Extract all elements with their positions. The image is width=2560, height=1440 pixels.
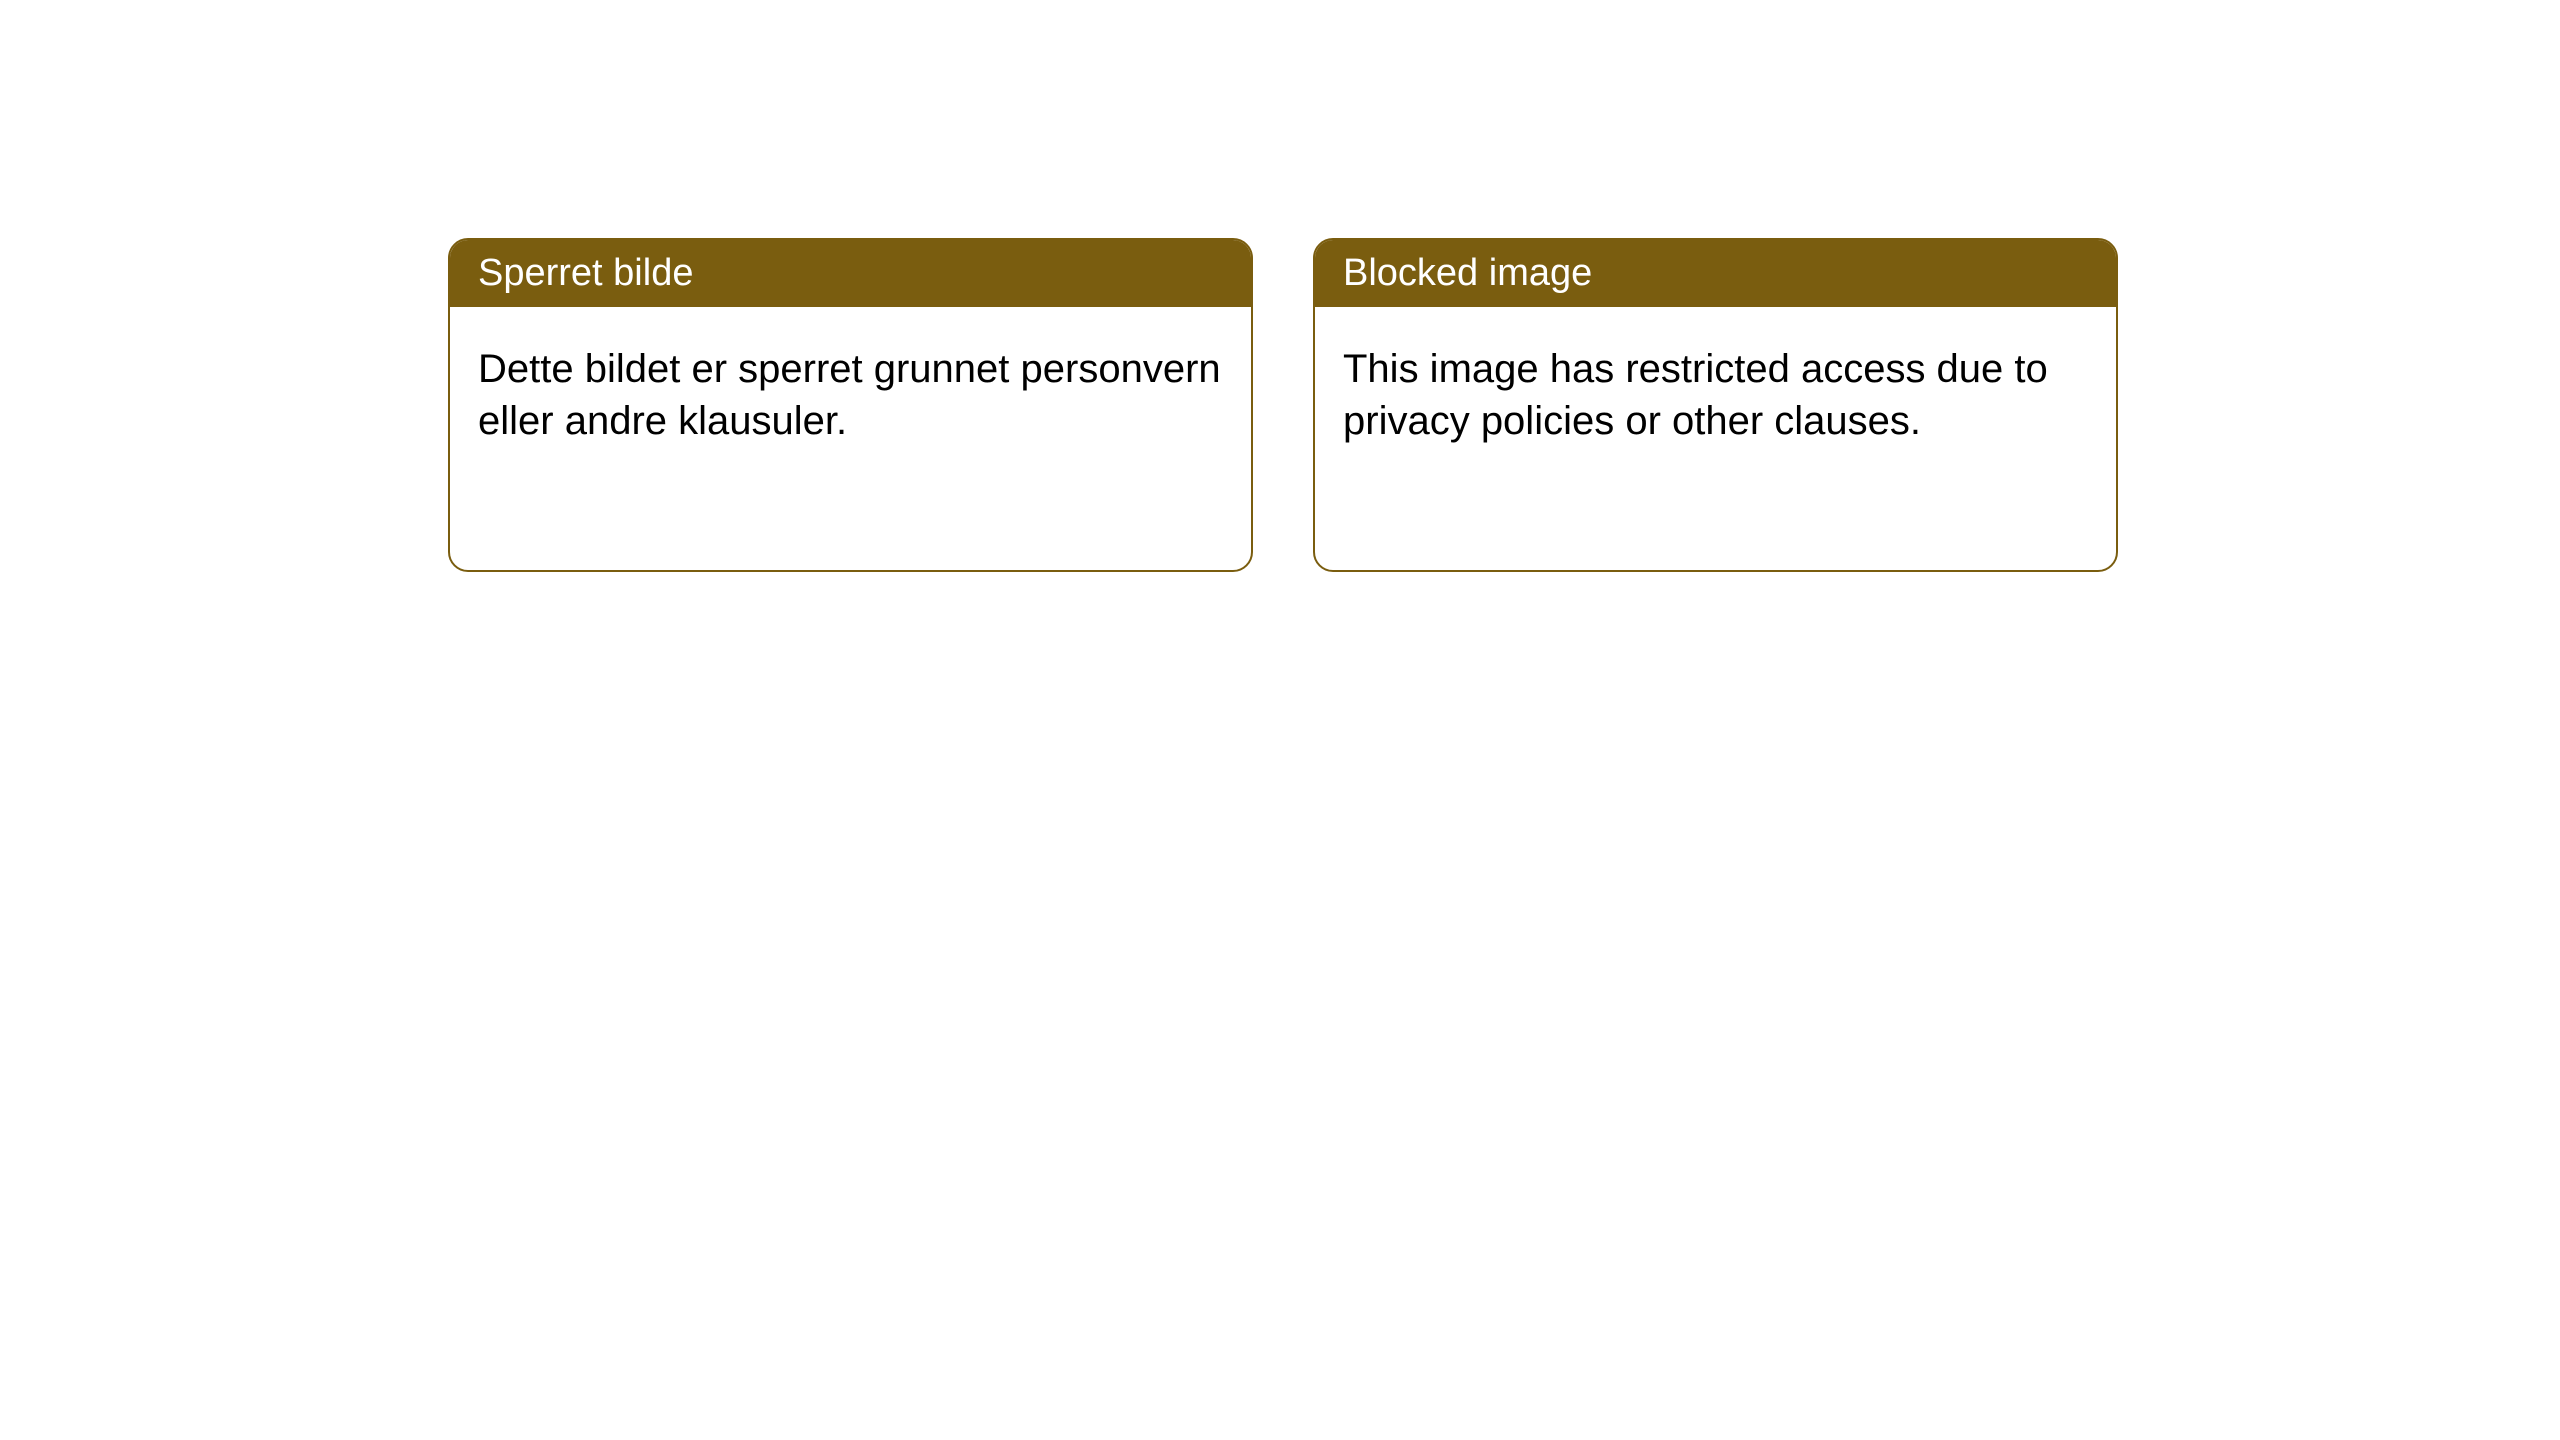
- notice-container: Sperret bilde Dette bildet er sperret gr…: [0, 0, 2560, 572]
- card-header-en: Blocked image: [1315, 240, 2116, 307]
- card-body-en: This image has restricted access due to …: [1315, 307, 2116, 483]
- blocked-image-card-no: Sperret bilde Dette bildet er sperret gr…: [448, 238, 1253, 572]
- card-body-no: Dette bildet er sperret grunnet personve…: [450, 307, 1251, 483]
- card-header-no: Sperret bilde: [450, 240, 1251, 307]
- card-body-text-no: Dette bildet er sperret grunnet personve…: [478, 347, 1221, 443]
- card-body-text-en: This image has restricted access due to …: [1343, 347, 2048, 443]
- blocked-image-card-en: Blocked image This image has restricted …: [1313, 238, 2118, 572]
- card-title-no: Sperret bilde: [478, 252, 693, 294]
- card-title-en: Blocked image: [1343, 252, 1592, 294]
